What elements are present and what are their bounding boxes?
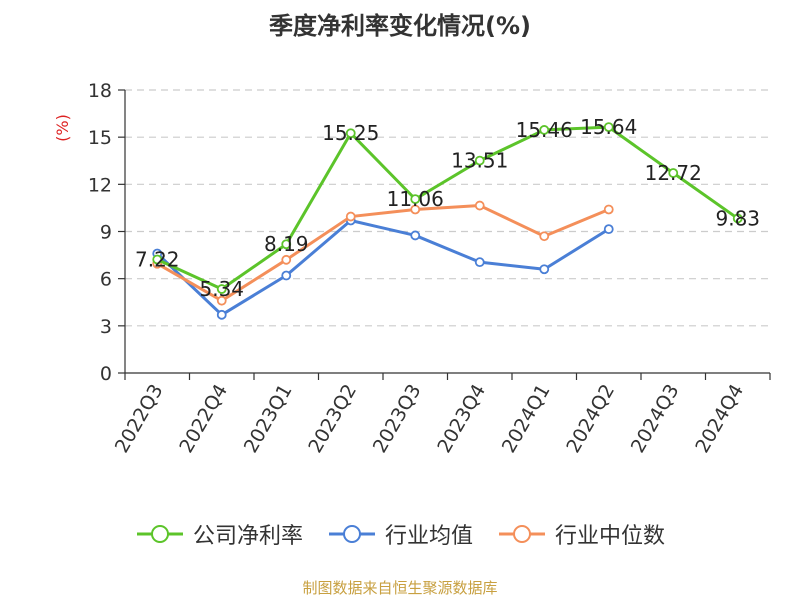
x-tick-label: 2022Q4 [175,381,232,457]
legend-label: 公司净利率 [192,524,303,549]
legend-marker [342,525,361,543]
x-tick-label: 2024Q2 [562,381,619,457]
data-point [410,194,421,205]
legend-item[interactable]: 行业中位数 [497,518,665,550]
y-tick-label: 15 [88,127,112,149]
data-point [410,230,421,241]
y-tick-label: 0 [100,363,112,385]
data-label: 7.22 [135,247,180,271]
data-point [539,125,550,135]
legend-swatch [499,525,545,543]
data-point [345,128,356,139]
legend-item[interactable]: 行业均值 [327,518,473,550]
y-tick-label: 9 [100,222,112,244]
y-tick-label: 6 [100,269,112,291]
data-point [539,231,550,242]
legend-swatch [136,525,183,543]
data-point [603,204,614,215]
x-tick-label: 2023Q3 [369,381,426,457]
data-point [474,257,485,268]
x-tick-label: 2022Q3 [111,381,168,457]
data-label: 15.46 [516,118,573,142]
data-point [668,168,679,178]
x-tick-label: 2024Q1 [498,381,555,457]
data-point [345,211,356,222]
x-tick-label: 2023Q2 [304,381,361,457]
data-label: 9.83 [715,206,760,230]
data-label: 8.19 [264,232,309,256]
y-axis-label: (%) [53,114,72,142]
legend-marker [150,525,169,543]
data-point [216,309,227,320]
legend: 公司净利率 行业均值 行业中位数 [0,518,800,550]
chart-title: 季度净利率变化情况(%) [269,12,531,40]
data-point [281,239,292,250]
y-tick-label: 12 [88,174,112,196]
data-point [603,224,614,235]
data-point [281,254,292,265]
x-tick-label: 2023Q4 [433,381,490,457]
data-label: 15.25 [322,121,379,145]
data-label: 5.34 [199,277,244,301]
data-labels: 7.22 5.34 8.19 15.25 11.06 13.51 15.46 15.64 12.… [135,115,760,301]
data-point [474,200,485,211]
series-line [156,125,739,291]
data-point [474,155,485,166]
legend-label: 行业中位数 [555,524,666,549]
data-point [152,254,163,265]
data-label: 12.72 [645,161,702,185]
legend-item[interactable]: 公司净利率 [135,518,303,550]
data-point [539,264,550,275]
data-point [410,204,421,215]
y-tick-label: 18 [88,80,112,102]
data-label: 11.06 [387,187,444,211]
x-tick-label: 2024Q4 [691,381,748,457]
series-lines [152,122,743,320]
x-tick-label: 2023Q1 [240,381,297,457]
data-point [216,284,227,294]
data-label: 13.51 [451,149,508,173]
x-tick-label: 2024Q3 [627,381,684,457]
data-label: 15.64 [580,115,637,139]
data-point [732,213,743,224]
data-point [603,122,614,133]
series-line [156,204,610,303]
series-line [156,218,610,317]
legend-label: 行业均值 [384,524,473,549]
data-point [216,295,227,306]
data-point [281,270,292,281]
source-note: 制图数据来自恒生聚源数据库 [302,579,498,597]
y-tick-label: 3 [100,316,112,338]
legend-marker [513,525,531,543]
legend-swatch [328,525,375,543]
